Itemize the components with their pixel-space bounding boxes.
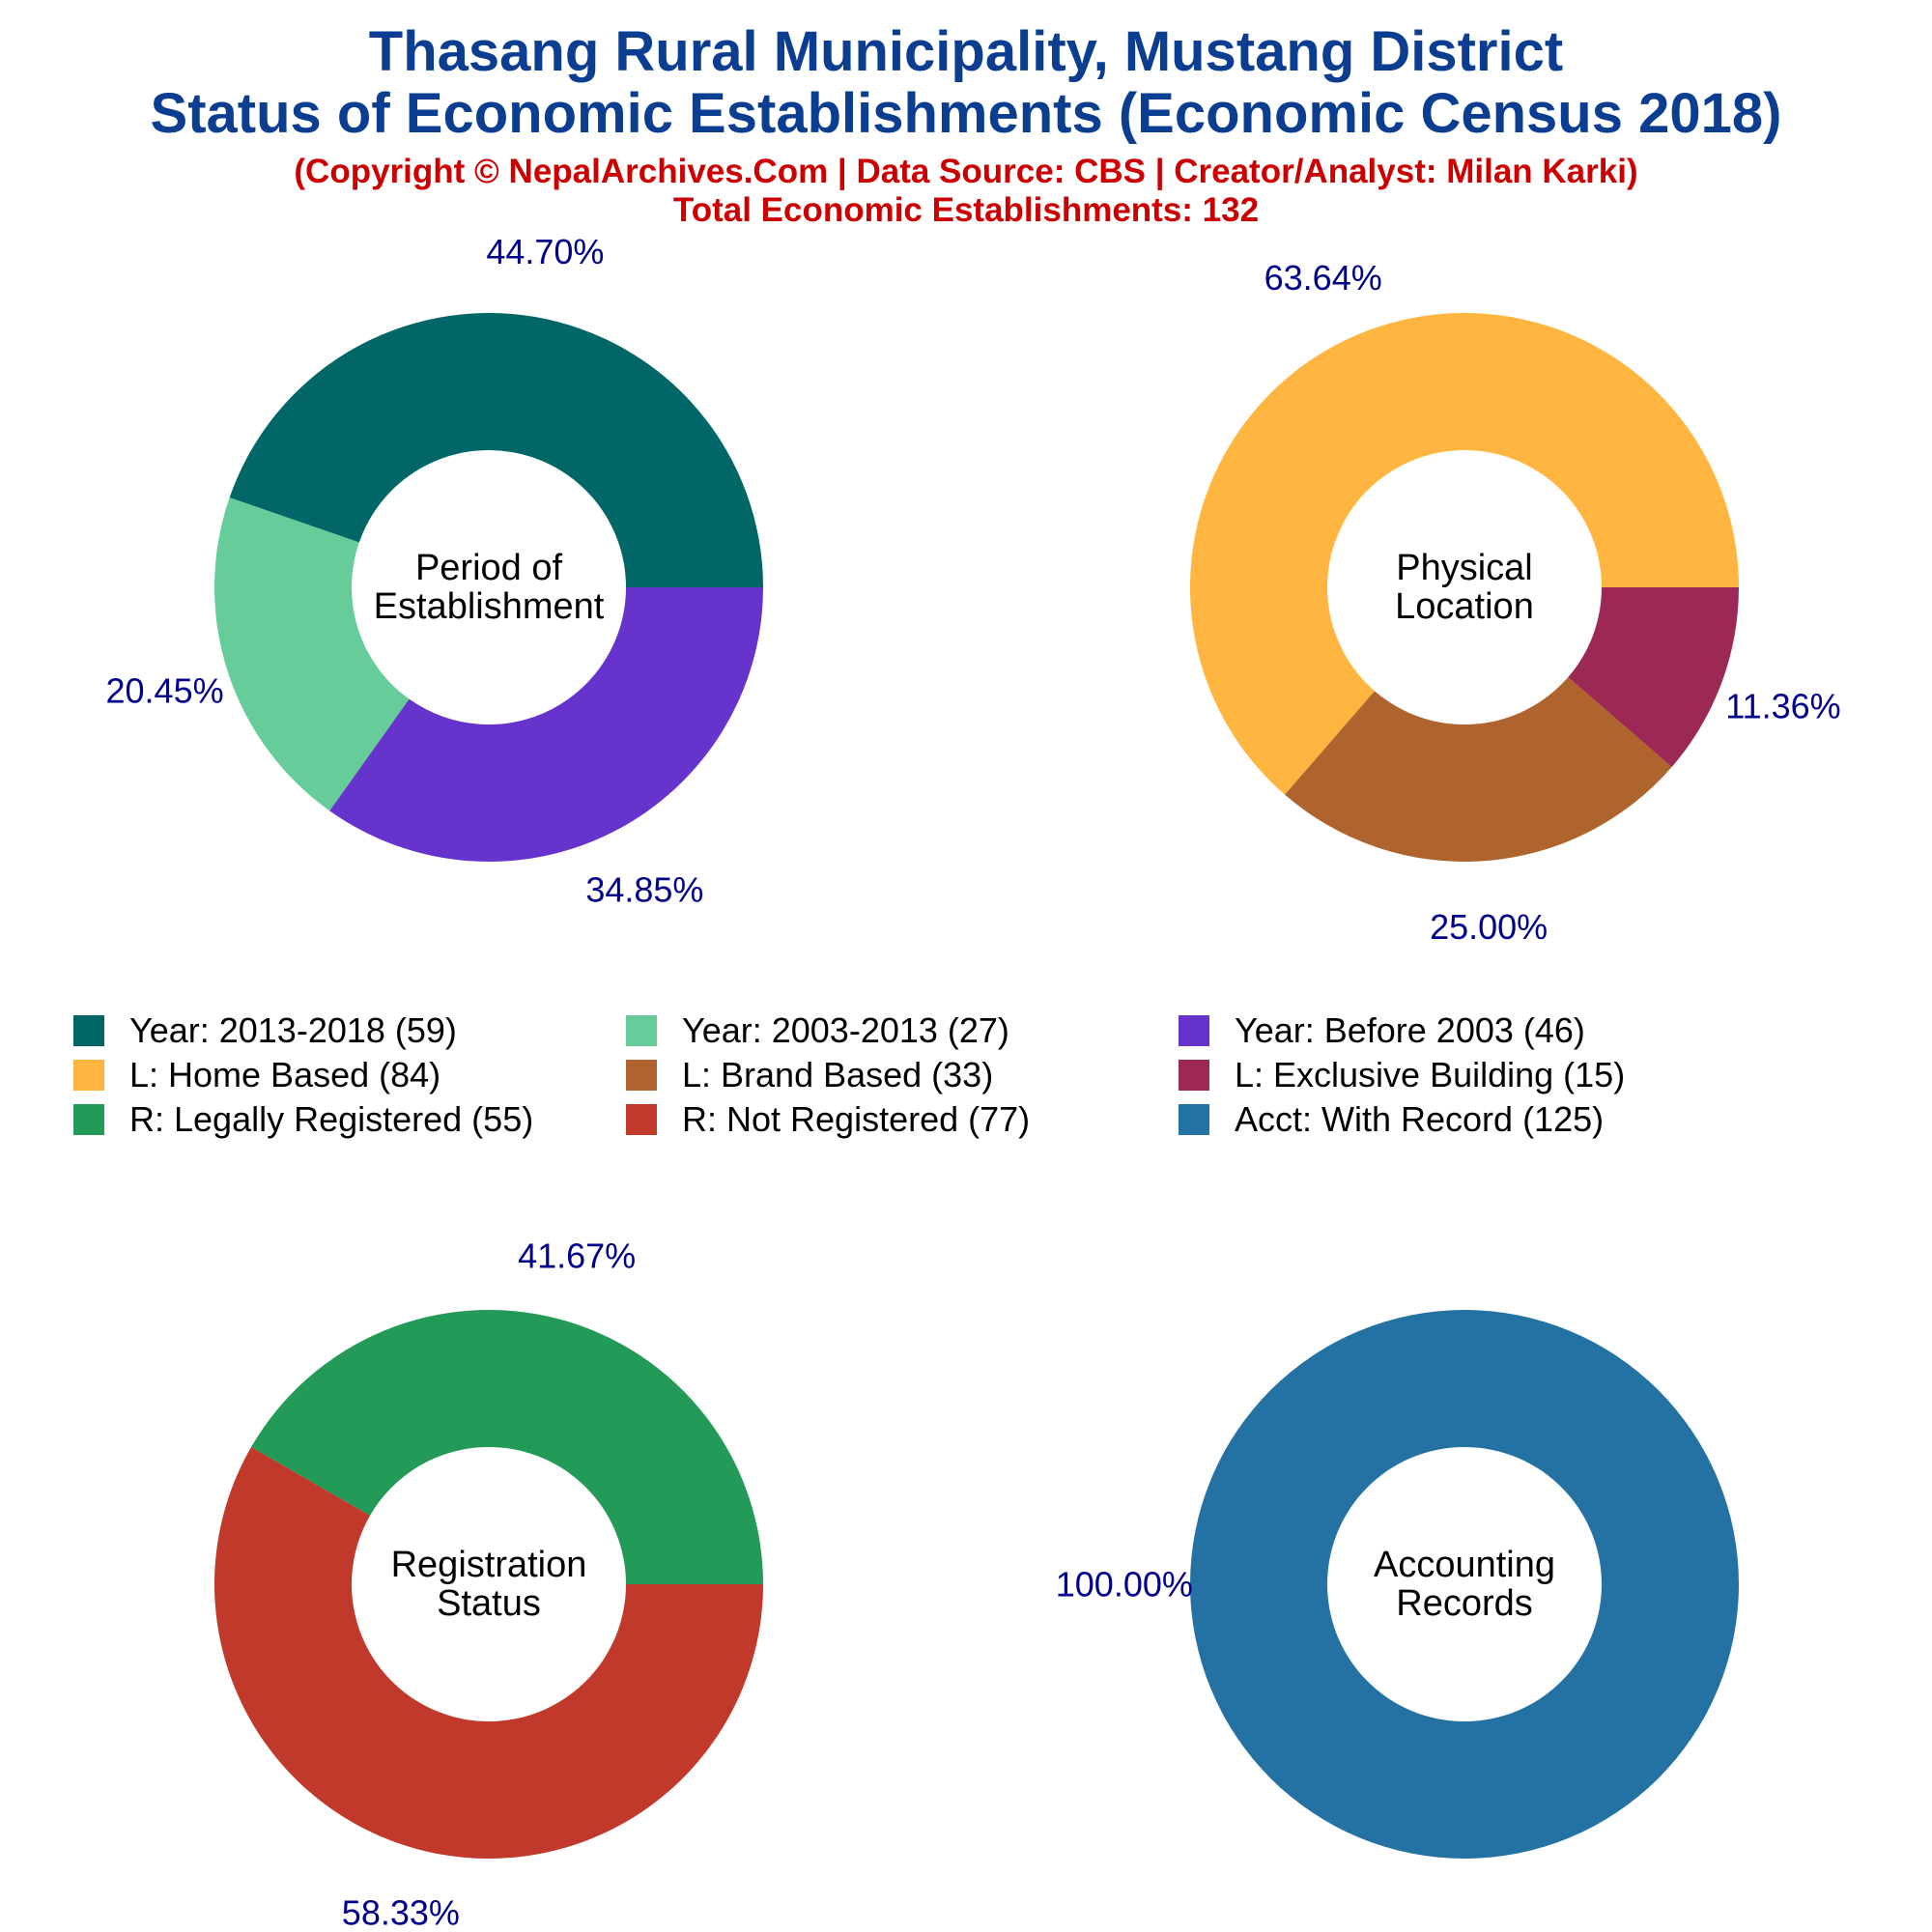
legend-item: R: Legally Registered (55) <box>73 1097 626 1142</box>
donut-center-label: Establishment <box>374 586 605 627</box>
donut-slice <box>1189 312 1739 795</box>
slice-percent-label: 41.67% <box>518 1236 636 1275</box>
legend-swatch <box>1179 1060 1209 1091</box>
donut-center-label: Records <box>1396 1583 1533 1624</box>
title-line-2: Status of Economic Establishments (Econo… <box>150 82 1782 145</box>
slice-percent-label: 44.70% <box>486 232 604 271</box>
donut-slice <box>1568 587 1739 767</box>
legend-label: Year: 2013-2018 (59) <box>129 1010 457 1050</box>
slice-percent-label: 63.64% <box>1264 258 1382 298</box>
legend-item: L: Home Based (84) <box>73 1053 626 1097</box>
legend-item: L: Exclusive Building (15) <box>1179 1053 1731 1097</box>
legend-swatch <box>626 1015 657 1046</box>
legend-row: R: Legally Registered (55) R: Not Registe… <box>73 1097 1889 1142</box>
legend-row: Year: 2013-2018 (59) Year: 2003-2013 (27)… <box>73 1009 1889 1053</box>
legend-swatch <box>626 1104 657 1135</box>
legend-item: Year: 2003-2013 (27) <box>626 1009 1179 1053</box>
legend-item: R: Not Registered (77) <box>626 1097 1179 1142</box>
legend-label: L: Exclusive Building (15) <box>1235 1055 1626 1094</box>
slice-percent-label: 34.85% <box>585 870 703 910</box>
legend-swatch <box>73 1104 104 1135</box>
legend-swatch <box>73 1015 104 1046</box>
chart-header: Thasang Rural Municipality, Mustang Dist… <box>0 21 1932 230</box>
legend-label: Year: Before 2003 (46) <box>1235 1010 1585 1050</box>
legend-label: R: Legally Registered (55) <box>129 1099 534 1139</box>
legend: Year: 2013-2018 (59) Year: 2003-2013 (27)… <box>73 1009 1889 1142</box>
donut-slice <box>213 497 410 811</box>
legend-label: Year: 2003-2013 (27) <box>682 1010 1009 1050</box>
legend-row: L: Home Based (84) L: Brand Based (33) L: … <box>73 1053 1889 1097</box>
donut-center-label: Status <box>437 1583 541 1624</box>
legend-swatch <box>73 1060 104 1091</box>
donut-center-label: Period of <box>415 548 563 588</box>
total-line: Total Economic Establishments: 132 <box>672 191 1260 229</box>
legend-swatch <box>1179 1104 1209 1135</box>
legend-item: Year: Before 2003 (46) <box>1179 1009 1731 1053</box>
slice-percent-label: 25.00% <box>1430 907 1548 947</box>
donut-slice <box>1285 676 1672 862</box>
slice-percent-label: 11.36% <box>1725 687 1840 726</box>
slice-percent-label: 20.45% <box>106 671 224 711</box>
donut-slice <box>1190 1310 1739 1859</box>
donut-center-label: Registration <box>391 1545 587 1585</box>
donut-center-label: Accounting <box>1374 1545 1555 1585</box>
legend-item: L: Brand Based (33) <box>626 1053 1179 1097</box>
donut-slice <box>229 312 764 587</box>
slice-percent-label: 58.33% <box>342 1893 460 1932</box>
copyright-line: (Copyright © NepalArchives.Com | Data So… <box>294 153 1638 190</box>
legend-swatch <box>626 1060 657 1091</box>
donut-slice <box>329 587 763 862</box>
donut-center-label: Location <box>1395 586 1534 627</box>
title-line-1: Thasang Rural Municipality, Mustang Dist… <box>368 20 1564 83</box>
legend-label: L: Home Based (84) <box>129 1055 441 1094</box>
slice-percent-label: 100.00% <box>1056 1565 1193 1605</box>
donut-slice <box>251 1310 763 1584</box>
legend-item: Acct: With Record (125) <box>1179 1097 1731 1142</box>
legend-label: Acct: With Record (125) <box>1235 1099 1605 1139</box>
donut-center-label: Physical <box>1396 548 1533 588</box>
donut-slice <box>213 1447 763 1859</box>
legend-item: Year: 2013-2018 (59) <box>73 1009 626 1053</box>
legend-swatch <box>1179 1015 1209 1046</box>
legend-label: L: Brand Based (33) <box>682 1055 994 1094</box>
legend-label: R: Not Registered (77) <box>682 1099 1031 1139</box>
